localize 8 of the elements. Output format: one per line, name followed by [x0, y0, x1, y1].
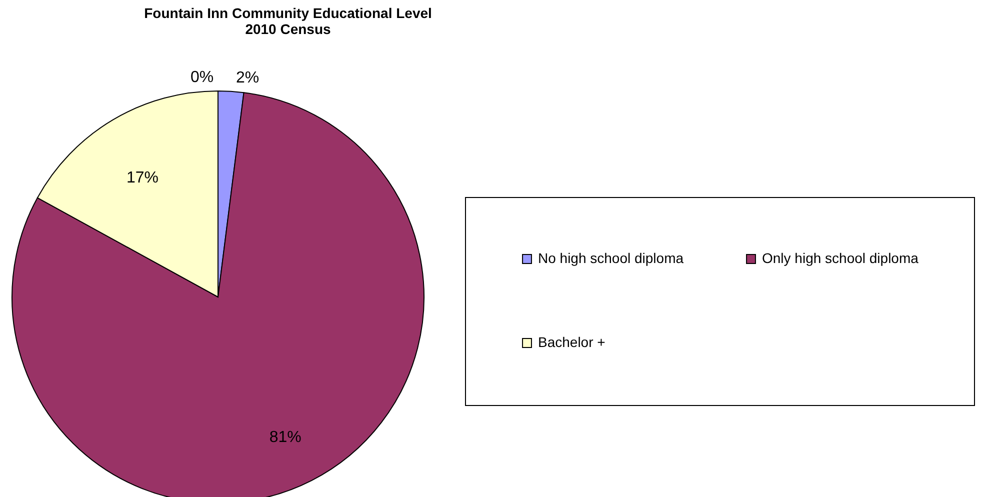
legend-label: Only high school diploma: [762, 250, 919, 266]
chart-title: Fountain Inn Community Educational Level 2010 Census: [144, 5, 432, 37]
data-label: 81%: [269, 429, 302, 446]
data-label: 17%: [126, 169, 159, 186]
legend-label: No high school diploma: [538, 250, 684, 266]
legend-label: Bachelor +: [538, 334, 606, 350]
text: 0%: [190, 69, 214, 86]
data-label: 2%: [236, 69, 260, 86]
